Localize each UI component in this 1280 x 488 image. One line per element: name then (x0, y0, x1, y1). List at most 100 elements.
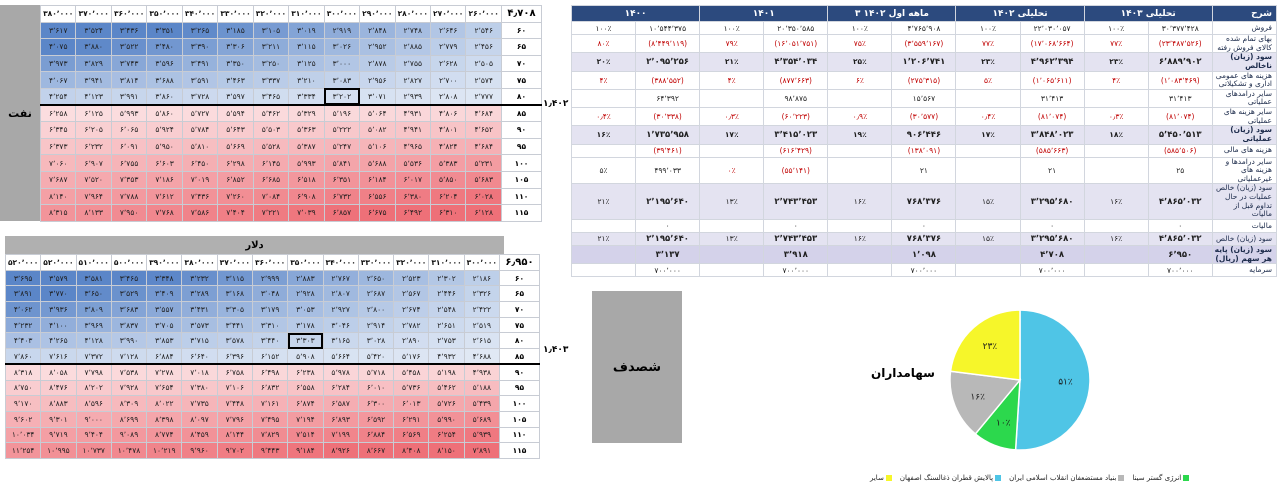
amount-value: (۶۰٬۲۲۳) (763, 106, 829, 127)
grid-bottom-header-bar: دلار (5, 236, 504, 254)
legend-swatch (995, 475, 1002, 481)
amount-value: ۲۱ (1019, 156, 1085, 185)
grid-cell: ۲٬۶۵۰ (357, 269, 395, 287)
grid-cell: ۵٬۹۷۸ (322, 363, 359, 381)
grid-row: ۸٬۳۱۵ ۸٬۱۳۳ ۷٬۹۵۰ ۷٬۷۶۸ ۷٬۵۸۶ ۷٬۴۰۴ ۷٬۲۲۱ ۷٬۰۳۹… (39, 204, 542, 222)
amount-value: ۲٬۱۹۵٬۶۴۰ (635, 183, 701, 220)
margin-percent (1083, 218, 1149, 233)
amount-value: ۹۰۶٬۴۴۶ (891, 125, 957, 145)
grid-cell: ۶٬۲۳۸ (287, 363, 324, 381)
grid-cell: ۷٬۸۹۱ (463, 442, 501, 459)
grid-cell: ۲٬۵۴۶ (465, 21, 502, 40)
grid-cell: ۳٬۵۷۳ (181, 316, 218, 334)
grid-cell: ۲٬۴۴۶ (428, 285, 465, 303)
grid-cell: ۶٬۶۰۳ (146, 154, 183, 172)
grid-col-header: ۳۲۰٬۰۰۰ (252, 5, 290, 23)
margin-percent: ۶٪ (827, 70, 893, 90)
pie-slice (949, 309, 1021, 381)
amount-value: ۱۰٬۵۴۴٬۳۷۵ (635, 21, 701, 35)
grid-cell: ۲٬۵۶۷ (393, 285, 430, 303)
grid-cell: ۲٬۹۲۷ (322, 301, 359, 318)
grid-cell: ۲٬۸۸۵ (394, 38, 431, 56)
grid-cell: ۷٬۵۸۶ (181, 204, 219, 222)
grid-cell: ۶٬۲۳۲ (75, 137, 112, 156)
grid-cell: ۳٬۳۹۰ (181, 38, 219, 56)
grid-row: ۸٬۳۱۸ ۸٬۰۵۸ ۷٬۷۹۸ ۷٬۵۳۸ ۷٬۲۷۸ ۷٬۰۱۸ ۶٬۷۵۸ ۶٬۴۹۸… (4, 363, 540, 381)
row-title: سود (زیان) پایه هر سهم (ریال) (1211, 244, 1278, 265)
grid-cell: ۳٬۰۷۱ (359, 87, 396, 106)
grid-cell: ۶٬۳۰۰ (357, 395, 395, 412)
grid-cell: ۳٬۷۴۳ (110, 54, 148, 73)
amount-value: (۸۱٬۰۷۴) (1019, 106, 1085, 127)
grid-cell: ۲٬۹۲۸ (287, 285, 324, 303)
grid-row: ۴٬۲۳۲ ۴٬۱۰۰ ۳٬۹۶۹ ۳٬۸۳۷ ۳٬۷۰۵ ۳٬۵۷۳ ۳٬۴۴۱ ۳٬۳۱۰… (4, 316, 540, 334)
grid-cell: ۲٬۷۰۰ (429, 71, 467, 89)
grid-cell: ۳٬۹۹۰ (110, 332, 148, 350)
margin-percent (955, 88, 1021, 109)
margin-percent: ۱۵٪ (955, 183, 1021, 220)
grid-cell: ۷٬۲۶۰ (217, 187, 254, 206)
grid-cell: ۲٬۷۷۹ (429, 38, 467, 56)
grid-row: ۷٬۰۶۰ ۶٬۹۰۷ ۶٬۷۵۵ ۶٬۶۰۳ ۶٬۴۵۰ ۶٬۲۹۸ ۶٬۱۴۵ ۵٬۹۹۳… (39, 154, 542, 172)
grid-row: ۴٬۰۶۲ ۳٬۹۳۶ ۳٬۸۰۹ ۳٬۶۸۳ ۳٬۵۵۷ ۳٬۴۳۱ ۳٬۳۰۵ ۳٬۱۷۹… (4, 301, 540, 318)
grid-row: ۴٬۰۷۵ ۳٬۸۸۰ ۳٬۵۲۲ ۳٬۴۸۰ ۳٬۳۹۰ ۳٬۳۰۶ ۳٬۲۱۱ ۳٬۱۱۵… (39, 38, 542, 56)
grid-cell: ۷٬۲۲۱ (252, 204, 290, 222)
grid-cell: ۴٬۹۴۱ (394, 121, 431, 139)
amount-value: ۳٬۸۴۸٬۰۲۳ (1019, 125, 1085, 145)
grid-cell: ۲٬۶۱۵ (463, 332, 501, 350)
grid-cell: ۳٬۷۲۸ (181, 87, 219, 106)
grid-cell: ۵٬۳۲۹ (288, 104, 325, 123)
grid-row-label: ۸۵ (501, 104, 542, 123)
amount-value: (۶۱۶٬۴۲۹) (763, 143, 829, 158)
grid-row-label: ۹۰ (501, 121, 542, 139)
margin-percent: ۷۹٪ (699, 33, 765, 54)
row-title: مالیات (1211, 218, 1278, 233)
grid-cell: ۴٬۹۳۸ (463, 363, 501, 381)
amount-value: ۲۲٬۰۳۰٬۰۵۷ (1019, 21, 1085, 35)
grid-col-header: ۳۶۰٬۰۰۰ (110, 5, 148, 23)
grid-cell: ۲٬۸۴۸ (359, 21, 396, 40)
grid-cell: ۶٬۷۳۲ (323, 187, 361, 206)
grid-cell: ۵٬۸۵۰ (429, 170, 467, 189)
grid-cell: ۲٬۸۰۰ (357, 301, 395, 318)
grid-cell: ۳٬۳۳۷ (252, 71, 290, 89)
grid-cell: ۳٬۹۷۳ (39, 54, 77, 73)
grid-col-header: ۳۳۰٬۰۰۰ (217, 5, 254, 23)
grid-cell: ۵٬۷۲۶ (428, 395, 465, 412)
grid-cell: ۶٬۴۵۰ (181, 154, 219, 172)
grid-corner-value: ۶٫۹۵۰ (499, 254, 540, 271)
margin-percent: ۷۷٪ (1083, 33, 1149, 54)
grid-cell: ۶٬۲۸۴ (322, 379, 359, 397)
grid-col-header: ۳۷۰٬۰۰۰ (216, 254, 253, 271)
grid-cell: ۷٬۱۰۶ (216, 379, 253, 397)
row-title: هزینه های مالی (1211, 143, 1278, 158)
grid-cell: ۶٬۲۹۱ (393, 410, 430, 428)
pie-title: سهامداران (871, 366, 935, 380)
grid-cell: ۵٬۵۹۴ (217, 104, 254, 123)
amount-value: (۳۹٬۴۶۱) (635, 143, 701, 158)
grid-row-label: ۹۵ (499, 379, 540, 397)
grid-cell: ۳٬۴۶۵ (252, 87, 290, 106)
grid-cell: ۴٬۹۳۱ (394, 104, 431, 123)
grid-top-side-label: نفت (0, 5, 40, 221)
margin-percent: ۰٫۹٪ (827, 106, 893, 127)
grid-cell: ۳٬۴۸۰ (146, 38, 183, 56)
grid-cell: ۵٬۴۶۲ (428, 379, 465, 397)
grid-col-header: ۲۷۰٬۰۰۰ (429, 5, 467, 23)
margin-percent: ۰٫۳٪ (699, 106, 765, 127)
grid-cell: ۲٬۶۸۷ (357, 285, 395, 303)
grid-cell: ۳٬۳۵۱ (146, 21, 183, 40)
grid-cell: ۳٬۴۳۶ (110, 21, 148, 40)
grid-cell: ۳٬۳۰۵ (216, 301, 253, 318)
grid-cell: ۷٬۸۲۹ (251, 426, 289, 444)
amount-value: ۴٬۸۶۵٬۰۳۲ (1147, 231, 1213, 246)
grid-cell: ۲٬۸۲۷ (394, 71, 431, 89)
grid-cell: ۵٬۲۴۷ (323, 137, 361, 156)
grid-cell: ۴٬۱۲۳ (75, 87, 112, 106)
grid-cell: ۵٬۱۷۶ (393, 348, 430, 365)
grid-cell: ۳٬۶۹۵ (4, 269, 42, 287)
margin-percent (699, 263, 765, 278)
row-title: سود (زیان) ناخالص (1211, 52, 1278, 72)
grid-cell: ۵٬۶۸۳ (465, 170, 502, 189)
margin-percent (827, 263, 893, 278)
